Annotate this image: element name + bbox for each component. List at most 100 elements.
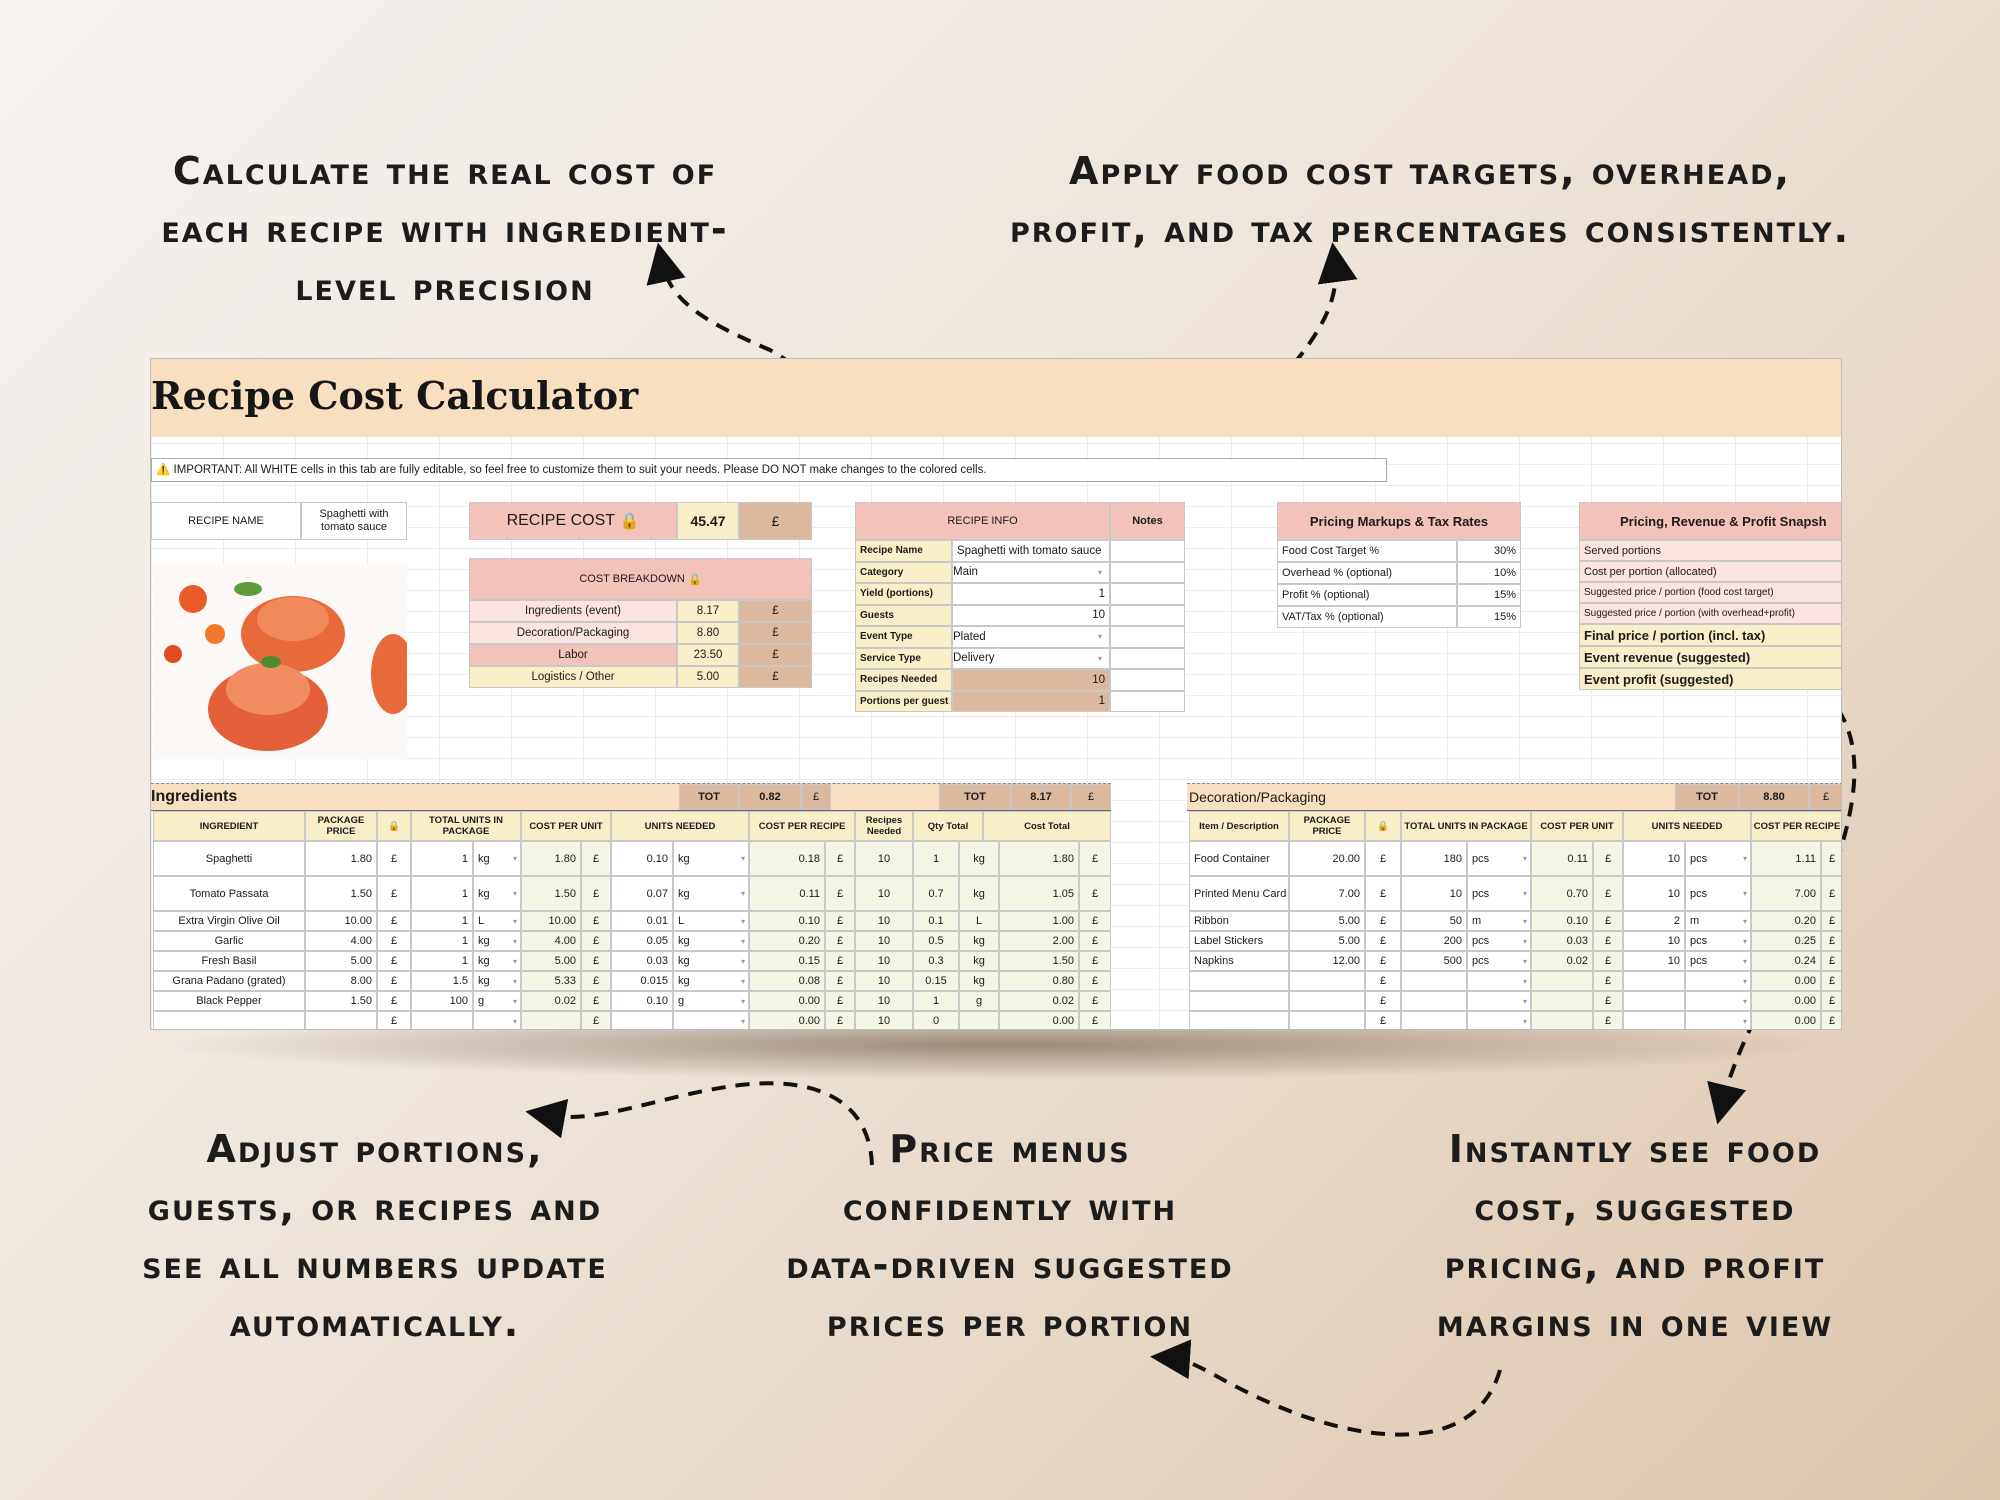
dropdown-caret-icon[interactable]: ▾	[512, 976, 517, 986]
dropdown-caret-icon[interactable]: ▾	[1522, 1016, 1527, 1026]
package-unit[interactable]: kg ▾	[473, 841, 521, 876]
units-needed[interactable]: 2	[1623, 911, 1685, 931]
dropdown-caret-icon[interactable]: ▾	[740, 956, 745, 966]
dropdown-caret-icon[interactable]: ▾	[1097, 567, 1102, 577]
dropdown-caret-icon[interactable]: ▾	[1742, 976, 1747, 986]
units-in-package[interactable]: 180	[1401, 841, 1467, 876]
notes-cell[interactable]	[1110, 604, 1185, 626]
needed-unit[interactable]: pcs ▾	[1685, 876, 1751, 911]
units-needed[interactable]	[1623, 991, 1685, 1011]
package-unit[interactable]: ▾	[473, 1011, 521, 1029]
dropdown-caret-icon[interactable]: ▾	[1742, 996, 1747, 1006]
notes-cell[interactable]	[1110, 626, 1185, 648]
units-needed[interactable]	[611, 1011, 673, 1029]
package-unit[interactable]: ▾	[1467, 971, 1531, 991]
units-needed[interactable]: 10	[1623, 951, 1685, 971]
package-unit[interactable]: ▾	[1467, 1011, 1531, 1029]
dropdown-caret-icon[interactable]: ▾	[1522, 889, 1527, 898]
markup-value[interactable]: 15%	[1457, 606, 1521, 628]
item-description[interactable]: Label Stickers	[1189, 931, 1289, 951]
markup-value[interactable]: 30%	[1457, 540, 1521, 562]
package-price[interactable]: 5.00	[1289, 911, 1365, 931]
dropdown-caret-icon[interactable]: ▾	[512, 916, 517, 926]
needed-unit[interactable]: kg ▾	[673, 876, 749, 911]
markup-value[interactable]: 10%	[1457, 562, 1521, 584]
needed-unit[interactable]: L ▾	[673, 911, 749, 931]
units-in-package[interactable]: 1	[411, 876, 473, 911]
dropdown-caret-icon[interactable]: ▾	[1522, 976, 1527, 986]
dropdown-caret-icon[interactable]: ▾	[740, 996, 745, 1006]
needed-unit[interactable]: ▾	[1685, 1011, 1751, 1029]
notes-cell[interactable]	[1110, 561, 1185, 583]
units-in-package[interactable]: 50	[1401, 911, 1467, 931]
dropdown-caret-icon[interactable]: ▾	[512, 996, 517, 1006]
package-unit[interactable]: pcs ▾	[1467, 876, 1531, 911]
needed-unit[interactable]: ▾	[1685, 971, 1751, 991]
package-unit[interactable]: kg ▾	[473, 876, 521, 911]
units-needed[interactable]: 0.01	[611, 911, 673, 931]
units-needed[interactable]	[1623, 1011, 1685, 1029]
recipe-name-value[interactable]: Spaghetti with tomato sauce	[301, 502, 407, 540]
package-price[interactable]	[1289, 1011, 1365, 1029]
units-needed[interactable]: 0.015	[611, 971, 673, 991]
units-in-package[interactable]: 1	[411, 931, 473, 951]
package-price[interactable]: 5.00	[1289, 931, 1365, 951]
dropdown-caret-icon[interactable]: ▾	[1742, 854, 1747, 863]
recipe-info-value[interactable]: 10	[952, 604, 1110, 626]
units-in-package[interactable]: 1	[411, 951, 473, 971]
dropdown-caret-icon[interactable]: ▾	[512, 854, 517, 863]
units-needed[interactable]: 10	[1623, 931, 1685, 951]
units-in-package[interactable]	[1401, 971, 1467, 991]
dropdown-caret-icon[interactable]: ▾	[1742, 1016, 1747, 1026]
package-price[interactable]: 5.00	[305, 951, 377, 971]
dropdown-caret-icon[interactable]: ▾	[740, 1016, 745, 1026]
package-unit[interactable]: g ▾	[473, 991, 521, 1011]
dropdown-caret-icon[interactable]: ▾	[1522, 956, 1527, 966]
package-unit[interactable]: kg ▾	[473, 951, 521, 971]
needed-unit[interactable]: pcs ▾	[1685, 841, 1751, 876]
package-price[interactable]	[1289, 971, 1365, 991]
units-needed[interactable]: 0.10	[611, 841, 673, 876]
units-in-package[interactable]: 1.5	[411, 971, 473, 991]
dropdown-caret-icon[interactable]: ▾	[740, 976, 745, 986]
units-needed[interactable]: 0.07	[611, 876, 673, 911]
ingredient-name[interactable]: Tomato Passata	[153, 876, 305, 911]
item-description[interactable]: Napkins	[1189, 951, 1289, 971]
package-unit[interactable]: pcs ▾	[1467, 931, 1531, 951]
package-unit[interactable]: m ▾	[1467, 911, 1531, 931]
ingredient-name[interactable]: Extra Virgin Olive Oil	[153, 911, 305, 931]
package-price[interactable]	[305, 1011, 377, 1029]
dropdown-caret-icon[interactable]: ▾	[1742, 889, 1747, 898]
units-in-package[interactable]: 200	[1401, 931, 1467, 951]
ingredient-name[interactable]: Black Pepper	[153, 991, 305, 1011]
dropdown-caret-icon[interactable]: ▾	[740, 854, 745, 863]
package-unit[interactable]: kg ▾	[473, 971, 521, 991]
units-in-package[interactable]	[411, 1011, 473, 1029]
recipe-info-value[interactable]: Main ▾	[952, 561, 1110, 583]
dropdown-caret-icon[interactable]: ▾	[1742, 916, 1747, 926]
units-needed[interactable]: 0.03	[611, 951, 673, 971]
needed-unit[interactable]: g ▾	[673, 991, 749, 1011]
package-unit[interactable]: L ▾	[473, 911, 521, 931]
units-needed[interactable]: 0.10	[611, 991, 673, 1011]
dropdown-caret-icon[interactable]: ▾	[1522, 936, 1527, 946]
units-in-package[interactable]: 100	[411, 991, 473, 1011]
units-needed[interactable]: 10	[1623, 876, 1685, 911]
units-in-package[interactable]: 1	[411, 911, 473, 931]
recipe-info-value[interactable]: Plated ▾	[952, 626, 1110, 648]
package-unit[interactable]: pcs ▾	[1467, 951, 1531, 971]
dropdown-caret-icon[interactable]: ▾	[740, 916, 745, 926]
dropdown-caret-icon[interactable]: ▾	[1097, 653, 1102, 663]
needed-unit[interactable]: kg ▾	[673, 951, 749, 971]
recipe-info-value[interactable]: 1	[952, 583, 1110, 605]
notes-cell[interactable]	[1110, 647, 1185, 669]
dropdown-caret-icon[interactable]: ▾	[1522, 916, 1527, 926]
ingredient-name[interactable]: Spaghetti	[153, 841, 305, 876]
package-price[interactable]: 7.00	[1289, 876, 1365, 911]
item-description[interactable]	[1189, 1011, 1289, 1029]
units-in-package[interactable]: 10	[1401, 876, 1467, 911]
package-unit[interactable]: ▾	[1467, 991, 1531, 1011]
package-price[interactable]: 1.50	[305, 991, 377, 1011]
needed-unit[interactable]: pcs ▾	[1685, 951, 1751, 971]
units-in-package[interactable]	[1401, 1011, 1467, 1029]
